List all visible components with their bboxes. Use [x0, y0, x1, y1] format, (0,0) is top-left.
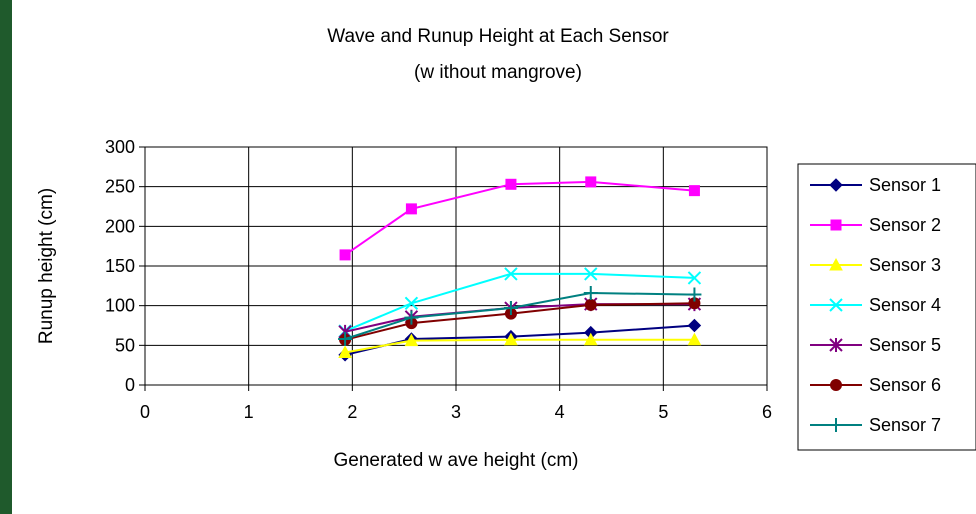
data-point — [339, 249, 351, 261]
legend: Sensor 1 Sensor 2 Sensor 3 Sensor 4 Sensor 5… — [797, 163, 976, 451]
legend-item: Sensor 7 — [810, 415, 941, 435]
data-point — [829, 418, 843, 432]
chart-title: Wave and Runup Height at Each Sensor — [327, 26, 669, 47]
x-tick-label: 3 — [451, 402, 461, 422]
data-point — [404, 310, 419, 325]
series-2 — [339, 176, 700, 261]
series-layer — [338, 176, 702, 362]
data-point — [584, 267, 598, 281]
data-point — [404, 333, 419, 347]
legend-label: Sensor 4 — [869, 295, 941, 315]
data-point — [505, 178, 517, 190]
plot-area: 0 1 2 3 4 5 6 0 50 100 150 200 250 300 — [105, 137, 772, 422]
data-point — [687, 271, 702, 285]
data-point — [338, 331, 353, 346]
y-tick-label: 300 — [105, 137, 135, 157]
data-point — [687, 332, 702, 346]
data-point — [829, 338, 843, 352]
y-axis-label: Runup height (cm) — [36, 188, 57, 344]
y-tick-label: 250 — [105, 177, 135, 197]
data-point — [687, 318, 702, 333]
legend-label: Sensor 1 — [869, 175, 941, 195]
legend-item: Sensor 3 — [810, 255, 941, 275]
data-point — [829, 178, 843, 192]
data-point — [583, 285, 598, 300]
data-point — [688, 185, 700, 197]
data-point — [830, 379, 842, 391]
x-axis-label: Generated w ave height (cm) — [333, 450, 578, 471]
legend-box — [797, 163, 976, 451]
y-tick-label: 0 — [125, 375, 135, 395]
data-point — [830, 219, 842, 231]
y-tick-label: 50 — [115, 335, 135, 355]
axis-ticks: 0 1 2 3 4 5 6 0 50 100 150 200 250 300 — [105, 137, 772, 422]
data-point — [338, 345, 352, 358]
data-point — [503, 301, 518, 316]
legend-label: Sensor 7 — [869, 415, 941, 435]
x-tick-label: 0 — [140, 402, 150, 422]
chart-panel: Wave and Runup Height at Each Sensor (w … — [12, 0, 976, 514]
x-tick-label: 2 — [347, 402, 357, 422]
data-point — [404, 296, 419, 310]
data-point — [504, 267, 518, 281]
line-chart: Wave and Runup Height at Each Sensor (w … — [36, 26, 976, 471]
series-7 — [338, 285, 702, 346]
x-tick-label: 6 — [762, 402, 772, 422]
x-tick-label: 1 — [244, 402, 254, 422]
data-point — [583, 332, 598, 346]
legend-label: Sensor 2 — [869, 215, 941, 235]
y-tick-label: 150 — [105, 256, 135, 276]
legend-item: Sensor 4 — [810, 295, 941, 315]
series-3 — [338, 332, 702, 358]
data-point — [405, 203, 417, 215]
y-tick-label: 200 — [105, 216, 135, 236]
y-tick-label: 100 — [105, 296, 135, 316]
gridlines — [145, 147, 767, 385]
data-point — [829, 298, 843, 312]
legend-item: Sensor 1 — [810, 175, 941, 195]
x-tick-label: 5 — [658, 402, 668, 422]
legend-label: Sensor 6 — [869, 375, 941, 395]
data-point — [829, 257, 843, 271]
data-point — [687, 287, 702, 302]
legend-item: Sensor 5 — [810, 335, 941, 355]
data-point — [584, 298, 597, 311]
legend-label: Sensor 5 — [869, 335, 941, 355]
legend-label: Sensor 3 — [869, 255, 941, 275]
data-point — [585, 176, 597, 188]
chart-subtitle: (w ithout mangrove) — [414, 62, 582, 83]
legend-item: Sensor 6 — [810, 375, 941, 395]
data-point — [504, 332, 518, 346]
x-tick-label: 4 — [555, 402, 565, 422]
legend-item: Sensor 2 — [810, 215, 941, 235]
